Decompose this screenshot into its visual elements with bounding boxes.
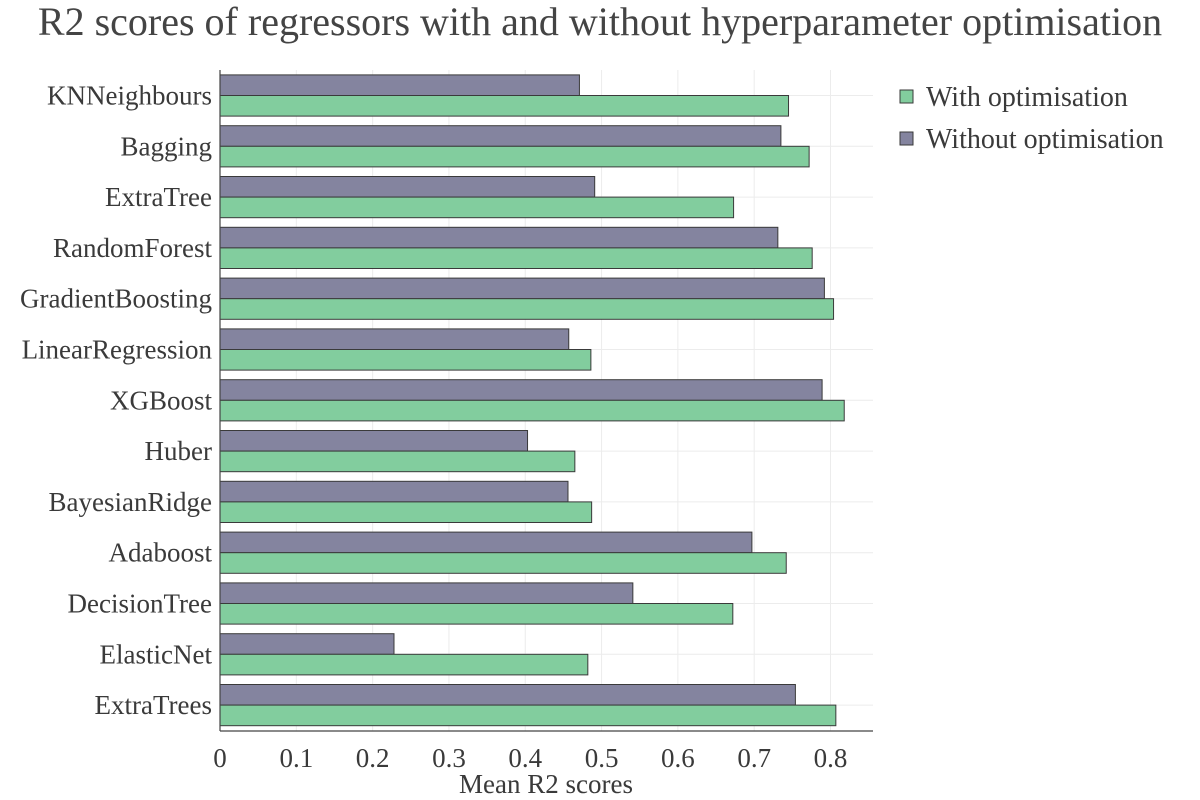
bar-with-optimisation [219, 349, 592, 371]
category-label: KNNeighbours [47, 81, 212, 111]
bar-without-optimisation [219, 582, 634, 605]
category-label: BayesianRidge [49, 487, 212, 517]
x-tick-label: 0.2 [356, 743, 390, 773]
x-tick-label: 0 [213, 743, 227, 773]
category-label: LinearRegression [22, 335, 213, 365]
x-tick-label: 0.7 [737, 743, 771, 773]
bar-without-optimisation [219, 328, 570, 350]
bar-without-optimisation [219, 480, 569, 503]
bar-with-optimisation [219, 552, 787, 574]
bar-with-optimisation [219, 196, 735, 219]
legend-label[interactable]: With optimisation [926, 82, 1128, 113]
category-label: DecisionTree [68, 589, 212, 619]
bar-without-optimisation [219, 277, 825, 300]
bar-without-optimisation [219, 226, 779, 249]
bar-without-optimisation [219, 430, 529, 452]
x-tick-label: 0.6 [661, 743, 695, 773]
bar-with-optimisation [219, 247, 813, 269]
bar-with-optimisation [219, 298, 835, 320]
bar-without-optimisation [219, 633, 395, 655]
x-tick-label: 0.5 [585, 743, 619, 773]
legend[interactable]: With optimisation Without optimisation [899, 82, 1164, 155]
category-label: GradientBoosting [20, 284, 212, 314]
category-label: ExtraTrees [95, 690, 212, 720]
legend-swatch [899, 89, 914, 104]
x-tick-label: 0.1 [279, 743, 313, 773]
chart-title: R2 scores of regressors with and without… [38, 0, 1162, 44]
category-label: Bagging [121, 131, 213, 161]
bar-with-optimisation [219, 603, 734, 625]
bar-with-optimisation [219, 653, 589, 676]
bars-layer [219, 74, 845, 727]
bar-without-optimisation [219, 74, 580, 97]
category-labels: KNNeighbours Bagging ExtraTree RandomForest… [20, 81, 212, 721]
bar-with-optimisation [219, 145, 810, 168]
x-tick-labels: 0 0.1 0.2 0.3 0.4 0.5 0.6 0.7 0.8 [213, 743, 847, 773]
x-tick-label: 0.8 [814, 743, 848, 773]
bar-without-optimisation [219, 531, 753, 554]
bar-with-optimisation [219, 450, 576, 473]
bar-with-optimisation [219, 704, 837, 727]
legend-swatch [899, 131, 914, 146]
bar-with-optimisation [219, 95, 790, 117]
category-label: RandomForest [53, 233, 212, 263]
category-label: ElasticNet [100, 639, 213, 669]
bar-without-optimisation [219, 176, 596, 198]
bar-without-optimisation [219, 125, 782, 147]
x-tick-label: 0.4 [508, 743, 542, 773]
bar-without-optimisation [219, 684, 796, 706]
x-axis-title: Mean R2 scores [459, 769, 633, 799]
bar-without-optimisation [219, 379, 823, 401]
category-label: Adaboost [109, 538, 213, 568]
legend-label[interactable]: Without optimisation [926, 124, 1164, 155]
axes-layer [219, 70, 873, 732]
bar-with-optimisation [219, 399, 845, 422]
bar-with-optimisation [219, 501, 593, 523]
category-label: ExtraTree [105, 182, 212, 212]
x-tick-label: 0.3 [432, 743, 466, 773]
category-label: Huber [145, 436, 212, 466]
category-label: XGBoost [110, 385, 213, 415]
